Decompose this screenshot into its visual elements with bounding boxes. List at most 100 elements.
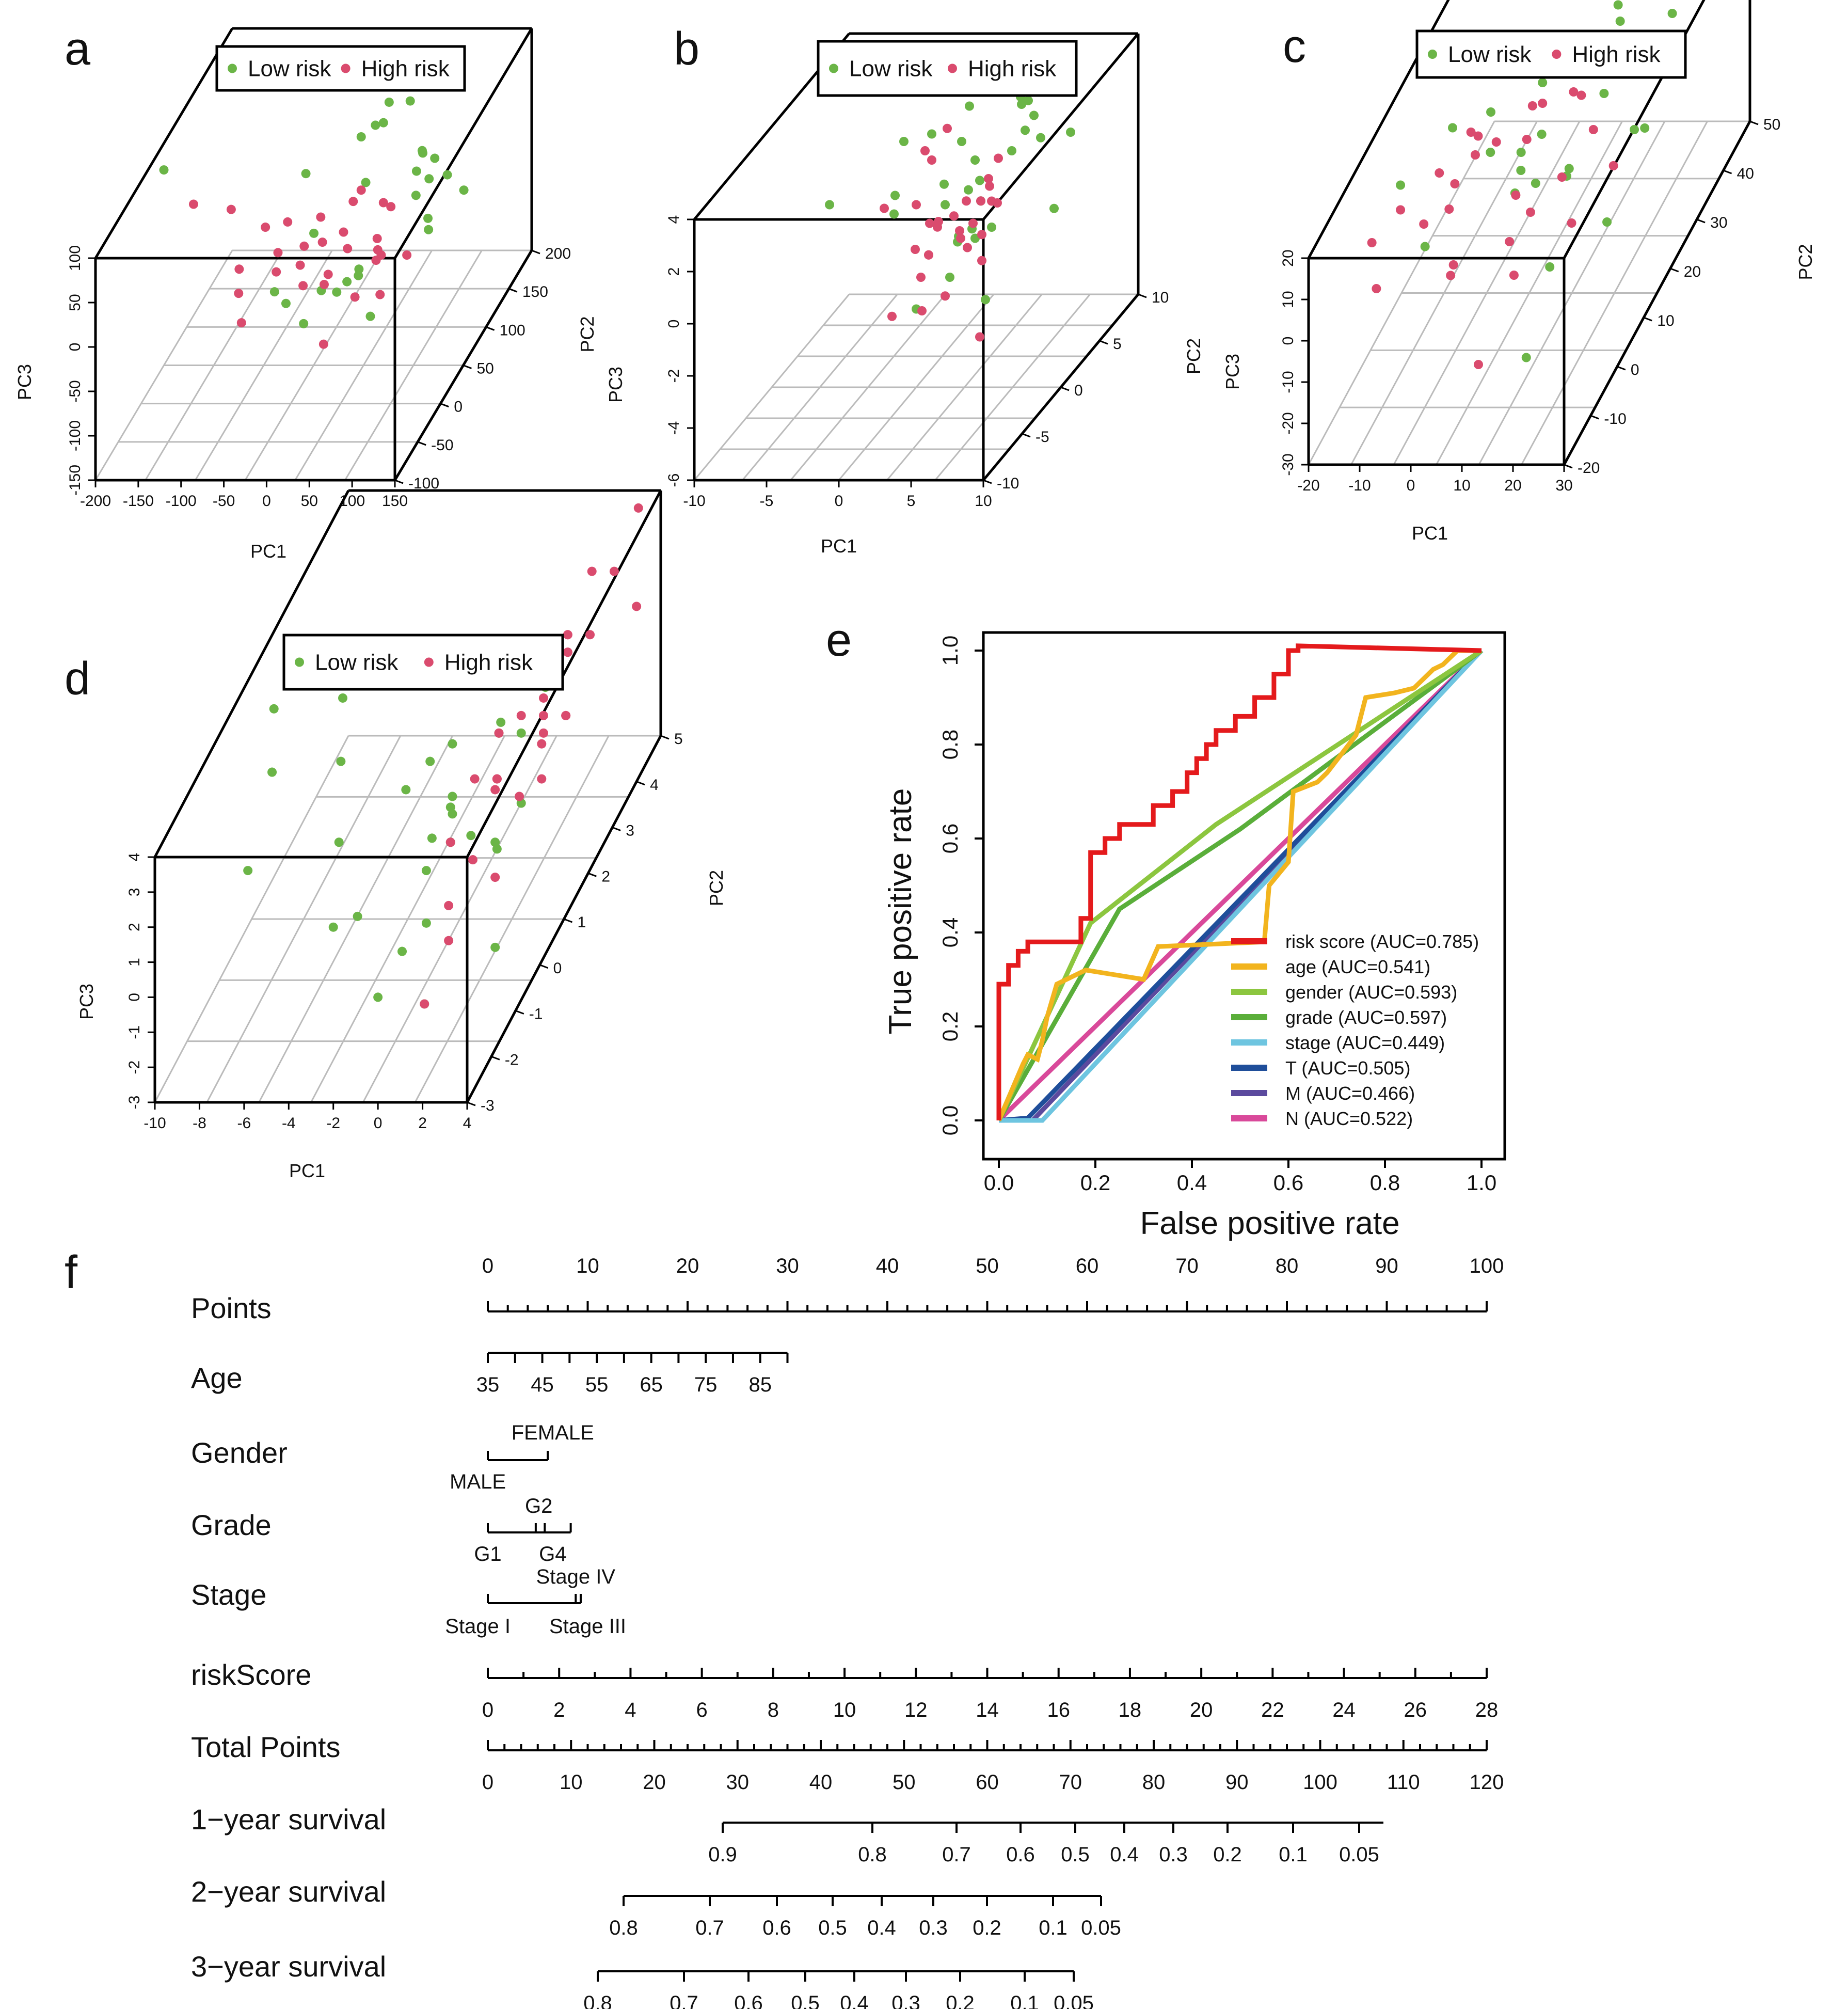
- high-risk-point: [1450, 179, 1460, 188]
- low-risk-point: [1602, 217, 1612, 227]
- low-risk-point: [405, 96, 415, 106]
- high-risk-point: [1538, 99, 1548, 108]
- high-risk-point: [319, 279, 329, 289]
- pca-box-edge: [1307, 0, 1450, 259]
- high-risk-point: [962, 196, 971, 206]
- high-risk-point: [1525, 208, 1535, 217]
- pca-y-tick: [636, 781, 645, 786]
- high-risk-point: [1505, 237, 1515, 246]
- low-risk-point: [365, 311, 375, 321]
- nomogram-panel: Points Age Gender Grade Stage riskScore Total …: [191, 1255, 1504, 2009]
- pca-z-tick-label: 0: [665, 320, 682, 328]
- pca-y-tick-label: 40: [1737, 165, 1754, 182]
- low-risk-point: [1448, 123, 1457, 133]
- high-risk-point: [1396, 205, 1406, 215]
- nomogram-tick-label: 100: [1470, 1255, 1504, 1277]
- pca-x-tick-label: -100: [166, 493, 197, 510]
- nomogram-tick-label: 0: [482, 1255, 493, 1277]
- high-risk-point: [299, 241, 309, 251]
- low-risk-point: [354, 271, 363, 280]
- high-risk-point: [1511, 191, 1521, 200]
- high-risk-point: [984, 174, 993, 183]
- high-risk-point: [298, 281, 308, 291]
- high-risk-point: [516, 710, 526, 720]
- pca-y-tick: [1564, 464, 1573, 469]
- high-risk-point: [316, 212, 326, 222]
- high-risk-point: [587, 566, 597, 576]
- high-risk-point: [1367, 238, 1377, 247]
- high-risk-point: [420, 999, 429, 1009]
- high-risk-point: [1491, 137, 1501, 147]
- pca-y-tick: [587, 872, 597, 877]
- pca-y-tick: [491, 1055, 500, 1061]
- legend-low-risk-marker: [829, 64, 838, 73]
- panel-label-d: d: [65, 653, 90, 705]
- low-risk-point: [301, 169, 311, 179]
- low-risk-point: [1538, 78, 1548, 87]
- low-risk-point: [421, 866, 431, 876]
- high-risk-point: [372, 233, 382, 243]
- pca-floor-grid: [94, 249, 533, 481]
- pca-z-tick-label: 2: [126, 923, 143, 931]
- pca-x-tick-label: 0: [374, 1115, 383, 1132]
- pca-y-tick-label: 0: [1074, 382, 1083, 399]
- nomogram-row-label: Total Points: [191, 1731, 341, 1763]
- high-risk-point: [1557, 172, 1567, 182]
- roc-legend: risk score (AUC=0.785) age (AUC=0.541) gen…: [1231, 931, 1479, 1129]
- pca-y-tick-label: 1: [578, 914, 586, 931]
- high-risk-point: [1509, 271, 1519, 280]
- nomogram-tick-label: 65: [640, 1373, 663, 1396]
- low-risk-point: [1564, 164, 1574, 173]
- high-risk-point: [887, 311, 897, 321]
- pca-y-tick-label: 50: [1763, 116, 1780, 133]
- roc-y-tick-label: 0.2: [938, 1011, 962, 1041]
- pca-y-tick: [1060, 386, 1070, 391]
- high-risk-point: [538, 693, 548, 703]
- low-risk-point: [490, 942, 500, 952]
- pca-panel-d: -10 -8 -6 -4 -2 0 2 4-3-2-1012345-3-2-101234PC1…: [76, 489, 727, 1181]
- low-risk-point: [269, 704, 279, 714]
- nomogram-row-label: Stage: [191, 1578, 266, 1611]
- low-risk-point: [1036, 133, 1045, 143]
- nomogram-tick-label: 10: [576, 1255, 599, 1277]
- low-risk-point: [941, 200, 950, 210]
- low-risk-point: [1007, 146, 1016, 155]
- pca-z-tick-label: 4: [126, 853, 143, 862]
- legend-low-risk-marker: [228, 64, 237, 73]
- pca-y-tick: [539, 964, 549, 969]
- high-risk-point: [927, 155, 936, 165]
- low-risk-point: [411, 166, 421, 176]
- low-risk-point: [442, 170, 452, 180]
- pca-box-edge: [982, 33, 1139, 220]
- high-risk-point: [444, 900, 454, 910]
- pca-y-tick-label: 200: [545, 245, 571, 262]
- pca-floor-line: [414, 735, 610, 1103]
- pca-floor-line: [1521, 121, 1708, 465]
- low-risk-point: [1630, 125, 1639, 134]
- low-risk-point: [448, 809, 457, 819]
- high-risk-point: [444, 936, 454, 945]
- low-risk-point: [496, 717, 506, 727]
- high-risk-point: [916, 273, 926, 282]
- nomogram-tick-label: 0.5: [1061, 1843, 1090, 1866]
- high-risk-point: [912, 200, 921, 210]
- pca-ticks: -20 -10 0 10 20 30-20-1001020304050-30-20-100…: [1280, 116, 1780, 494]
- high-risk-point: [445, 837, 455, 847]
- pca-y-tick: [463, 365, 472, 369]
- low-risk-point: [309, 228, 319, 238]
- pca-xlabel: PC1: [1412, 523, 1448, 544]
- legend-high-risk-marker: [948, 64, 957, 73]
- nomogram-tick-label: 50: [893, 1771, 916, 1794]
- pca-y-tick: [660, 735, 670, 740]
- pca-y-tick-label: -3: [481, 1097, 495, 1114]
- pca-x-tick-label: 0: [835, 493, 843, 510]
- pca-z-tick-label: 0: [67, 343, 84, 352]
- low-risk-point: [401, 785, 411, 795]
- roc-plot-frame: [982, 631, 1506, 1161]
- pca-ticks: -10 -5 0 5 10 -10 -5 0 5 10 -6 -4 -2 0 2 4: [665, 215, 1169, 510]
- nomogram-tick-label: 26: [1404, 1699, 1427, 1721]
- nomogram-tick-label: 4: [625, 1699, 636, 1721]
- pca-z-tick-label: 0: [1280, 337, 1297, 345]
- pca-ylabel: PC2: [1795, 244, 1816, 280]
- pca-y-tick-label: 100: [500, 322, 525, 339]
